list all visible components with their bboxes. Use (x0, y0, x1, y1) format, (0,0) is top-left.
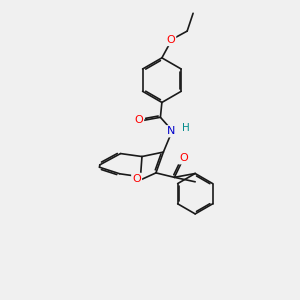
Text: O: O (167, 35, 175, 45)
Text: O: O (132, 174, 141, 184)
Text: H: H (182, 123, 190, 133)
Text: O: O (179, 153, 188, 163)
Text: O: O (134, 115, 143, 125)
Text: N: N (167, 126, 175, 136)
